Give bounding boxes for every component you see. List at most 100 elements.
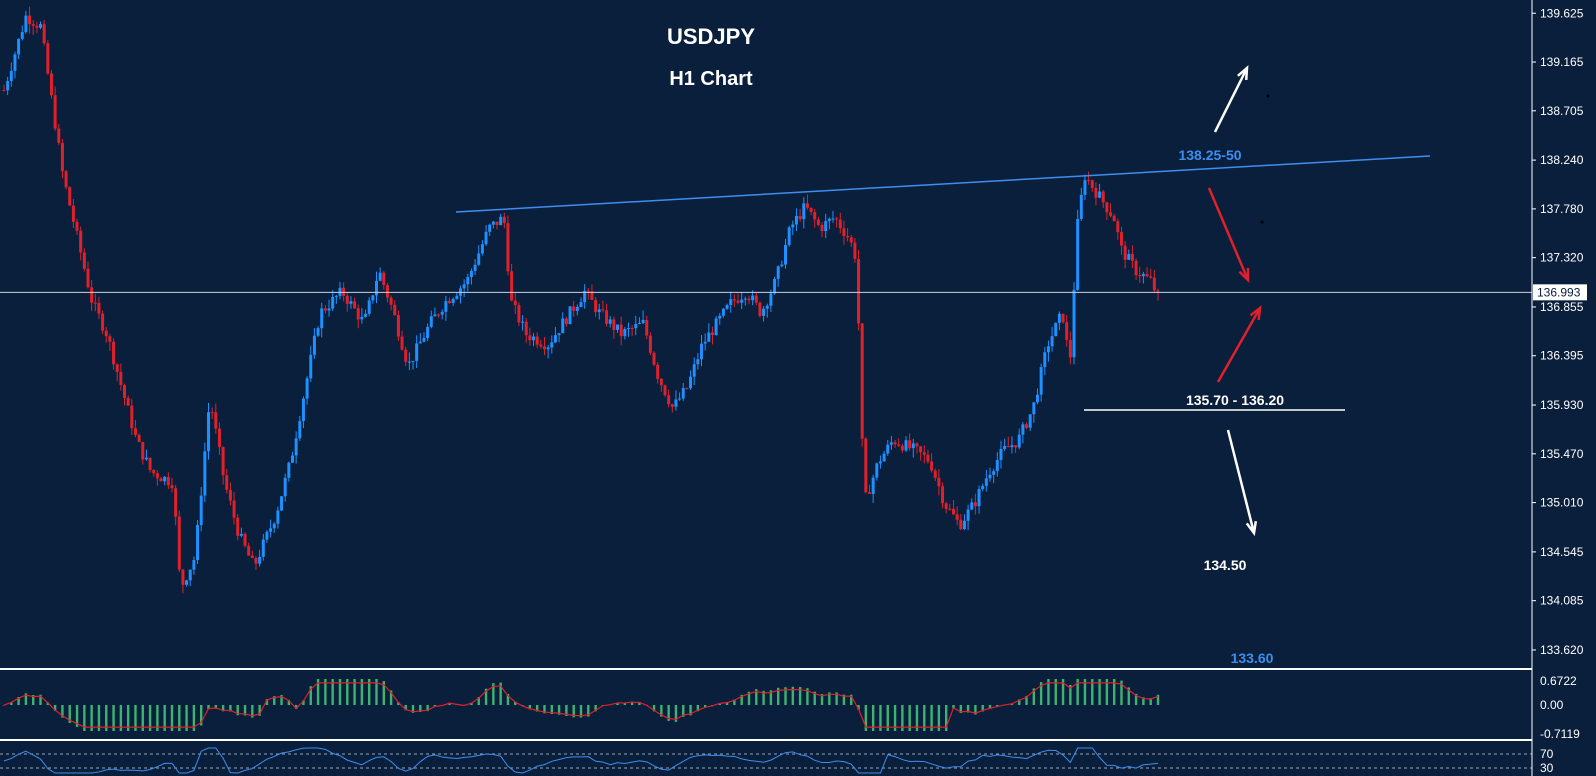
candle-body — [860, 323, 864, 439]
candle-body — [283, 477, 287, 497]
macd-histogram-bar — [484, 688, 488, 705]
candle-body — [992, 471, 996, 475]
candle-body — [214, 412, 218, 429]
candle-body — [49, 73, 53, 96]
resistance-trendline — [455, 155, 1431, 213]
arrow-down-breakdown — [1226, 429, 1258, 537]
macd-histogram-bar — [506, 694, 510, 705]
candle-body — [232, 500, 236, 518]
candle-body — [185, 580, 189, 585]
candle-body — [119, 371, 123, 385]
candle-body — [736, 300, 740, 303]
candle-body — [42, 24, 46, 44]
candle-body — [367, 300, 371, 314]
candle-body — [24, 15, 28, 33]
candle-body — [586, 290, 590, 292]
candle-body — [345, 295, 349, 304]
macd-histogram-bar — [236, 705, 239, 716]
candle-body — [115, 364, 119, 372]
candle-body — [415, 343, 419, 361]
candle-body — [393, 304, 397, 316]
candle-body — [261, 539, 265, 557]
target-lower-label: 133.60 — [1231, 650, 1274, 666]
price-tick-label: 136.395 — [1540, 349, 1584, 363]
candle-body — [758, 302, 762, 316]
candle-body — [794, 215, 798, 225]
candle-body — [407, 361, 411, 363]
candle-body — [90, 287, 94, 303]
candle-body — [813, 212, 817, 220]
price-tick-label: 133.620 — [1540, 643, 1584, 657]
candle-body — [1141, 274, 1145, 277]
macd-histogram-bar — [243, 705, 247, 716]
candle-body — [400, 336, 404, 350]
candle-body — [228, 489, 232, 501]
candle-body — [207, 412, 211, 452]
candle-body — [1123, 245, 1127, 260]
candle-body — [897, 444, 901, 446]
candle-body — [495, 221, 499, 226]
candle-body — [838, 219, 842, 229]
candle-body — [765, 305, 769, 309]
candle-body — [250, 555, 254, 559]
macd-histogram-bar — [850, 694, 853, 705]
candle-body — [510, 271, 514, 301]
arrow-down-to-support-shaft — [1207, 187, 1250, 281]
candle-body — [754, 295, 758, 303]
macd-histogram-bar — [192, 705, 196, 731]
candle-body — [462, 284, 466, 289]
candle-body — [623, 329, 627, 337]
candle-body — [97, 302, 101, 314]
macd-histogram-bar — [499, 682, 502, 705]
candle-body — [484, 231, 488, 245]
candle-body — [480, 244, 484, 254]
candle-body — [579, 302, 583, 308]
macd-histogram-bar — [528, 705, 532, 710]
arrow-down-to-support — [1207, 187, 1250, 283]
candle-body — [123, 384, 127, 398]
candle-body — [101, 313, 105, 331]
macd-histogram-bar — [251, 705, 254, 718]
macd-histogram-bar — [623, 702, 627, 705]
candle-body — [133, 428, 137, 435]
candle-body — [130, 405, 134, 429]
candle-body — [188, 569, 192, 581]
candle-body — [773, 278, 777, 294]
candle-body — [174, 488, 178, 517]
macd-histogram-bar — [148, 705, 152, 731]
macd-histogram-bar — [32, 694, 35, 705]
candle-body — [155, 473, 159, 479]
macd-histogram-bar — [937, 705, 941, 731]
macd-histogram-bar — [389, 690, 393, 705]
candle-body — [196, 525, 200, 561]
candle-body — [320, 308, 324, 329]
candle-body — [269, 528, 273, 532]
candle-body — [404, 349, 408, 362]
macd-histogram-bar — [294, 705, 298, 710]
macd-histogram-bar — [170, 705, 174, 731]
candle-body — [984, 478, 988, 486]
candle-body — [601, 309, 605, 311]
arrow-rebound-up-head — [1249, 305, 1262, 321]
candle-body — [674, 399, 678, 407]
candle-body — [298, 421, 302, 439]
candle-body — [645, 319, 649, 336]
candle-body — [28, 15, 32, 25]
candle-body — [583, 290, 587, 303]
candle-body — [1109, 212, 1113, 216]
macd-histogram-bar — [535, 705, 539, 712]
candle-body — [787, 227, 791, 245]
candle-body — [871, 477, 875, 494]
candle-body — [959, 519, 963, 530]
candle-body — [805, 203, 809, 208]
candle-body — [126, 397, 130, 406]
candle-body — [440, 311, 444, 315]
candle-body — [1050, 336, 1054, 347]
macd-histogram-bar — [755, 689, 758, 705]
macd-histogram-bar — [864, 705, 868, 731]
candle-body — [1017, 434, 1021, 448]
macd-histogram-bar — [893, 705, 897, 731]
candle-body — [236, 517, 240, 536]
candle-body — [327, 308, 331, 311]
